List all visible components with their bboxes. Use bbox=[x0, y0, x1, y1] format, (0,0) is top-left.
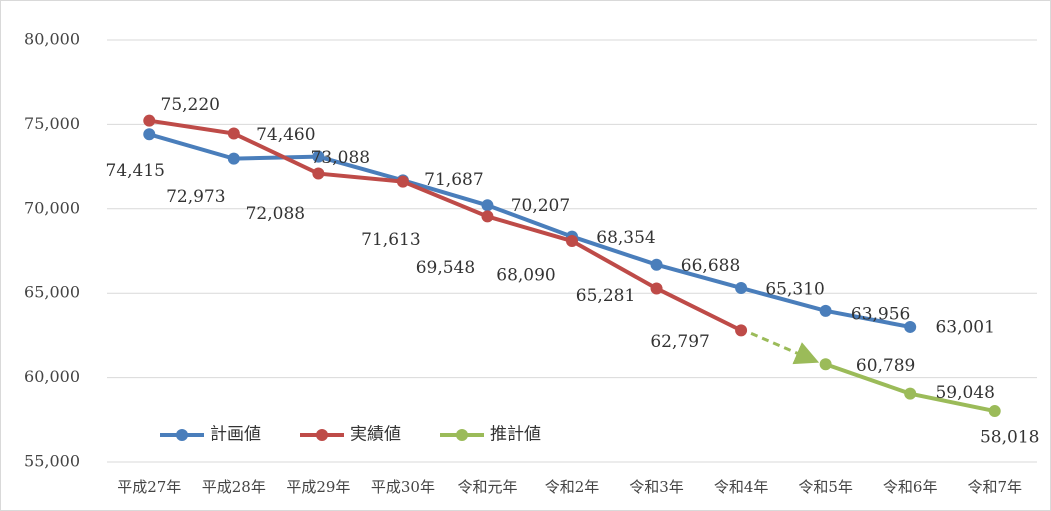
data-label: 59,048 bbox=[935, 383, 994, 403]
data-label: 71,613 bbox=[361, 230, 420, 250]
x-tick-label: 令和4年 bbox=[714, 478, 769, 496]
data-label: 58,018 bbox=[980, 428, 1039, 448]
y-tick-label: 55,000 bbox=[24, 452, 80, 471]
data-point bbox=[312, 150, 325, 163]
x-tick-label: 平成29年 bbox=[286, 478, 350, 496]
data-label: 68,090 bbox=[496, 266, 555, 286]
x-tick-label: 令和5年 bbox=[798, 478, 853, 496]
data-label: 66,688 bbox=[681, 256, 740, 276]
series-line bbox=[148, 118, 742, 333]
data-label: 73,088 bbox=[311, 148, 370, 168]
data-label: 74,460 bbox=[256, 125, 315, 145]
y-tick-label: 70,000 bbox=[24, 198, 80, 217]
data-label: 65,310 bbox=[765, 279, 824, 299]
data-point bbox=[481, 199, 494, 212]
data-label: 70,207 bbox=[511, 196, 570, 216]
x-tick-label: 令和3年 bbox=[629, 478, 684, 496]
data-point bbox=[312, 167, 325, 180]
data-point bbox=[227, 152, 240, 165]
data-point bbox=[819, 304, 832, 317]
data-label: 72,973 bbox=[166, 187, 225, 207]
data-label: 63,001 bbox=[935, 317, 994, 337]
x-tick-label: 平成28年 bbox=[202, 478, 266, 496]
legend-marker bbox=[316, 429, 328, 441]
data-point bbox=[735, 281, 748, 294]
data-point bbox=[481, 210, 494, 223]
data-label: 65,281 bbox=[576, 286, 635, 306]
y-tick-label: 80,000 bbox=[24, 30, 80, 49]
data-point bbox=[566, 235, 578, 248]
series-line bbox=[148, 132, 911, 329]
data-point bbox=[904, 387, 917, 400]
data-point bbox=[819, 358, 832, 371]
data-label: 75,220 bbox=[161, 95, 220, 115]
data-point bbox=[904, 320, 917, 333]
legend-marker bbox=[176, 429, 188, 441]
x-tick-label: 平成27年 bbox=[117, 478, 181, 496]
x-tick-label: 令和7年 bbox=[967, 478, 1022, 496]
data-point bbox=[988, 405, 1001, 418]
data-label: 68,354 bbox=[596, 228, 655, 248]
data-point bbox=[143, 128, 156, 141]
y-tick-label: 65,000 bbox=[24, 283, 80, 302]
x-tick-label: 令和元年 bbox=[457, 478, 517, 496]
data-label: 62,797 bbox=[650, 332, 709, 352]
data-label: 71,687 bbox=[424, 170, 483, 190]
data-point bbox=[650, 258, 663, 271]
data-point bbox=[650, 282, 663, 295]
data-label: 72,088 bbox=[246, 204, 305, 224]
legend-marker bbox=[456, 429, 468, 441]
legend-label: 実績値 bbox=[350, 425, 401, 445]
data-point bbox=[143, 114, 156, 127]
x-tick-label: 平成30年 bbox=[371, 478, 435, 496]
data-label: 63,956 bbox=[851, 304, 910, 324]
data-point bbox=[735, 324, 748, 337]
legend-label: 計画値 bbox=[210, 425, 261, 445]
data-label: 69,548 bbox=[416, 258, 475, 278]
x-tick-label: 令和6年 bbox=[883, 478, 938, 496]
data-point bbox=[396, 175, 409, 188]
data-label: 74,415 bbox=[106, 161, 165, 181]
x-tick-label: 令和2年 bbox=[545, 478, 600, 496]
data-label: 60,789 bbox=[856, 356, 915, 376]
legend-label: 推計値 bbox=[490, 425, 541, 445]
y-tick-label: 60,000 bbox=[24, 367, 80, 386]
data-point bbox=[227, 127, 240, 140]
y-tick-label: 75,000 bbox=[24, 114, 80, 133]
